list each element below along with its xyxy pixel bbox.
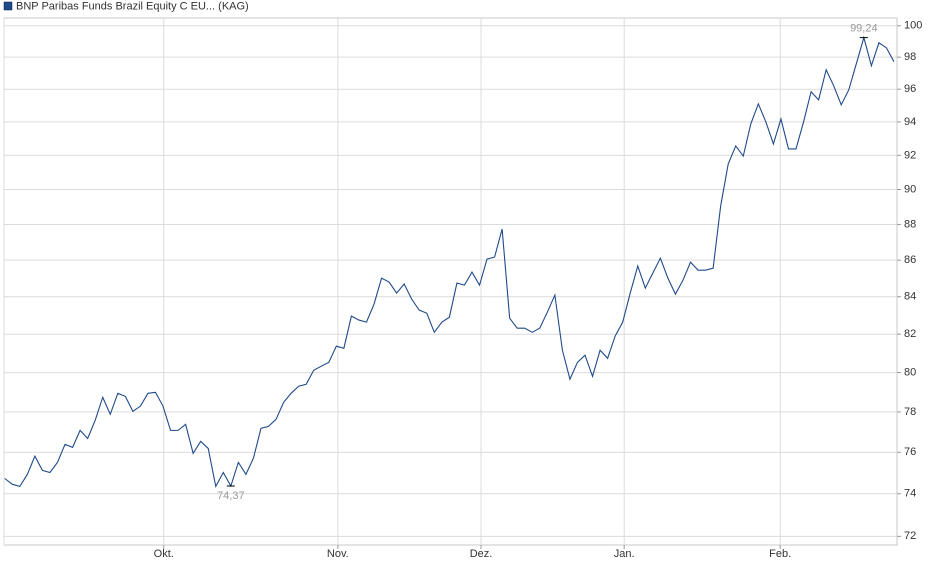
price-line xyxy=(4,35,895,489)
y-tick-label: 92 xyxy=(904,149,916,161)
y-tick-label: 100 xyxy=(904,20,922,32)
y-tick-label: 84 xyxy=(904,291,916,303)
x-tick-label: Feb. xyxy=(769,548,791,560)
extreme-label: 74,37 xyxy=(217,490,245,502)
y-tick-label: 76 xyxy=(904,446,916,458)
y-tick-label: 80 xyxy=(904,366,916,378)
y-tick-label: 72 xyxy=(904,530,916,542)
x-tick-label: Jan. xyxy=(614,548,635,560)
y-tick-label: 78 xyxy=(904,406,916,418)
y-tick-label: 94 xyxy=(904,116,916,128)
x-tick-label: Nov. xyxy=(327,548,349,560)
y-tick-label: 74 xyxy=(904,488,916,500)
x-tick-label: Okt. xyxy=(154,548,174,560)
y-tick-label: 90 xyxy=(904,183,916,195)
legend-label: BNP Paribas Funds Brazil Equity C EU... … xyxy=(16,0,249,12)
y-tick-label: 86 xyxy=(904,254,916,266)
y-tick-label: 98 xyxy=(904,51,916,63)
y-tick-label: 96 xyxy=(904,83,916,95)
y-tick-label: 82 xyxy=(904,328,916,340)
x-tick-label: Dez. xyxy=(470,548,493,560)
extreme-label: 99,24 xyxy=(850,23,878,35)
y-tick-label: 88 xyxy=(904,218,916,230)
plot-frame xyxy=(3,17,898,546)
legend-swatch xyxy=(3,1,13,11)
